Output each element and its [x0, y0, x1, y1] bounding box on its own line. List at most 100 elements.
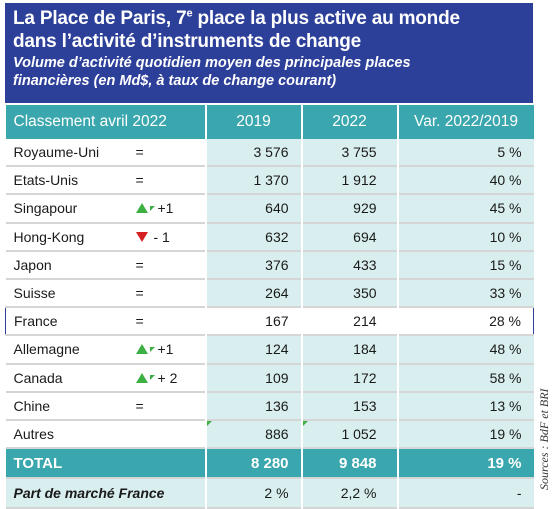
source-credit: Sources : BdF et BRI — [537, 388, 551, 490]
header-2019: 2019 — [205, 105, 303, 139]
table-row: Allemagne +1 124 184 48 % — [5, 335, 534, 365]
corner-marker-icon — [149, 375, 155, 381]
subtitle-line-1: Volume d’activité quotidien moyen des pr… — [13, 55, 411, 71]
value-2022: 694 — [300, 222, 398, 252]
subtitle: Volume d’activité quotidien moyen des pr… — [13, 54, 525, 90]
title-part: La Place de Paris, 7 — [13, 8, 187, 29]
table-row: Chine = 136 153 13 % — [5, 391, 534, 421]
rank-change-label: = — [135, 172, 144, 189]
title-part: place la plus active au monde — [192, 8, 460, 29]
country-name: Royaume-Uni — [5, 139, 136, 167]
rank-change: + 2 — [135, 363, 206, 393]
total-spacer — [135, 448, 206, 479]
country-name: Hong-Kong — [5, 222, 136, 252]
country-name: Canada — [5, 363, 136, 393]
variation: 10 % — [396, 222, 534, 252]
value-2022: 214 — [300, 306, 398, 336]
table-row: Canada + 2 109 172 58 % — [5, 363, 534, 393]
total-label: TOTAL — [5, 448, 136, 479]
value-2022: 350 — [300, 278, 398, 308]
variation: 40 % — [396, 166, 534, 195]
total-2022: 9 848 — [300, 448, 398, 479]
variation: 45 % — [396, 194, 534, 224]
country-name: Suisse — [5, 278, 136, 308]
value-2019: 3 576 — [204, 139, 302, 167]
corner-marker-icon — [149, 205, 155, 211]
header-variation: Var. 2022/2019 — [397, 105, 534, 139]
rank-change-label: = — [135, 397, 144, 414]
market-share-label: Part de marché France — [5, 478, 206, 509]
rank-change: = — [135, 306, 206, 336]
corner-marker-icon — [149, 346, 155, 352]
rank-change-label: = — [135, 256, 144, 273]
value-2019: 376 — [204, 250, 302, 280]
variation: 13 % — [396, 391, 534, 421]
variation: 48 % — [396, 335, 534, 365]
triangle-up-icon — [135, 344, 148, 355]
triangle-up-icon — [135, 372, 148, 383]
value-2019: 886 — [204, 419, 302, 449]
rank-change: +1 — [135, 335, 206, 365]
value-2019: 640 — [204, 194, 302, 224]
rank-change-label: + 2 — [157, 369, 178, 386]
value-2019: 109 — [204, 363, 302, 393]
value-2022: 153 — [300, 391, 398, 421]
triangle-up-icon — [135, 203, 148, 214]
value-2019: 167 — [204, 306, 302, 336]
country-name: Etats-Unis — [5, 166, 136, 195]
market-share-variation: - — [396, 478, 534, 509]
value-2022: 1 912 — [300, 166, 398, 195]
rank-change: = — [135, 278, 206, 308]
country-name: Autres — [5, 419, 136, 449]
table-row: Etats-Unis = 1 370 1 912 40 % — [5, 166, 534, 195]
country-name: Allemagne — [5, 335, 136, 365]
rank-change: - 1 — [135, 222, 206, 252]
country-name: Chine — [5, 391, 136, 421]
market-share-2019: 2 % — [204, 478, 302, 509]
variation: 58 % — [396, 363, 534, 393]
table-header-row: Classement avril 2022 2019 2022 Var. 202… — [5, 105, 534, 139]
title-superscript: e — [186, 7, 193, 20]
value-2022: 172 — [300, 363, 398, 393]
value-2022: 433 — [300, 250, 398, 280]
ranking-table: Classement avril 2022 2019 2022 Var. 202… — [5, 105, 535, 509]
value-2019: 632 — [204, 222, 302, 252]
table-row: Autres 886 1 052 19 % — [5, 419, 534, 449]
country-name: France — [5, 306, 136, 336]
rank-change: = — [135, 139, 206, 167]
rank-change: = — [135, 391, 206, 421]
value-2019: 124 — [204, 335, 302, 365]
title-line-2: dans l’activité d’instruments de change — [13, 31, 362, 52]
value-2022: 184 — [300, 335, 398, 365]
rank-change-label: +1 — [157, 200, 174, 217]
rank-change-label: - 1 — [153, 228, 170, 245]
table-row: Japon = 376 433 15 % — [5, 250, 534, 280]
variation: 19 % — [396, 419, 534, 449]
header-ranking: Classement avril 2022 — [5, 105, 207, 139]
value-2022: 1 052 — [300, 419, 398, 449]
value-2019: 264 — [204, 278, 302, 308]
title: La Place de Paris, 7e place la plus acti… — [13, 7, 525, 53]
header-2022: 2022 — [301, 105, 399, 139]
rank-change-label: = — [135, 285, 144, 302]
triangle-down-icon — [135, 231, 148, 242]
variation: 5 % — [396, 139, 534, 167]
rank-change-label: +1 — [157, 341, 174, 358]
total-variation: 19 % — [396, 448, 534, 479]
value-2019: 1 370 — [204, 166, 302, 195]
variation: 28 % — [396, 306, 535, 336]
rank-change: +1 — [135, 194, 206, 224]
value-2022: 929 — [300, 194, 398, 224]
infographic: La Place de Paris, 7e place la plus acti… — [5, 3, 535, 509]
value-2019: 136 — [204, 391, 302, 421]
value-2022: 3 755 — [300, 139, 398, 167]
rank-change: = — [135, 166, 206, 195]
country-name: Singapour — [5, 194, 136, 224]
subtitle-line-2: financières (en Md$, à taux de change co… — [13, 73, 337, 89]
table-row-france: France = 167 214 28 % — [5, 306, 535, 336]
rank-change — [135, 419, 206, 449]
variation: 15 % — [396, 250, 534, 280]
table-row: Hong-Kong - 1 632 694 10 % — [5, 222, 534, 252]
rank-change-label: = — [135, 313, 144, 330]
country-name: Japon — [5, 250, 136, 280]
